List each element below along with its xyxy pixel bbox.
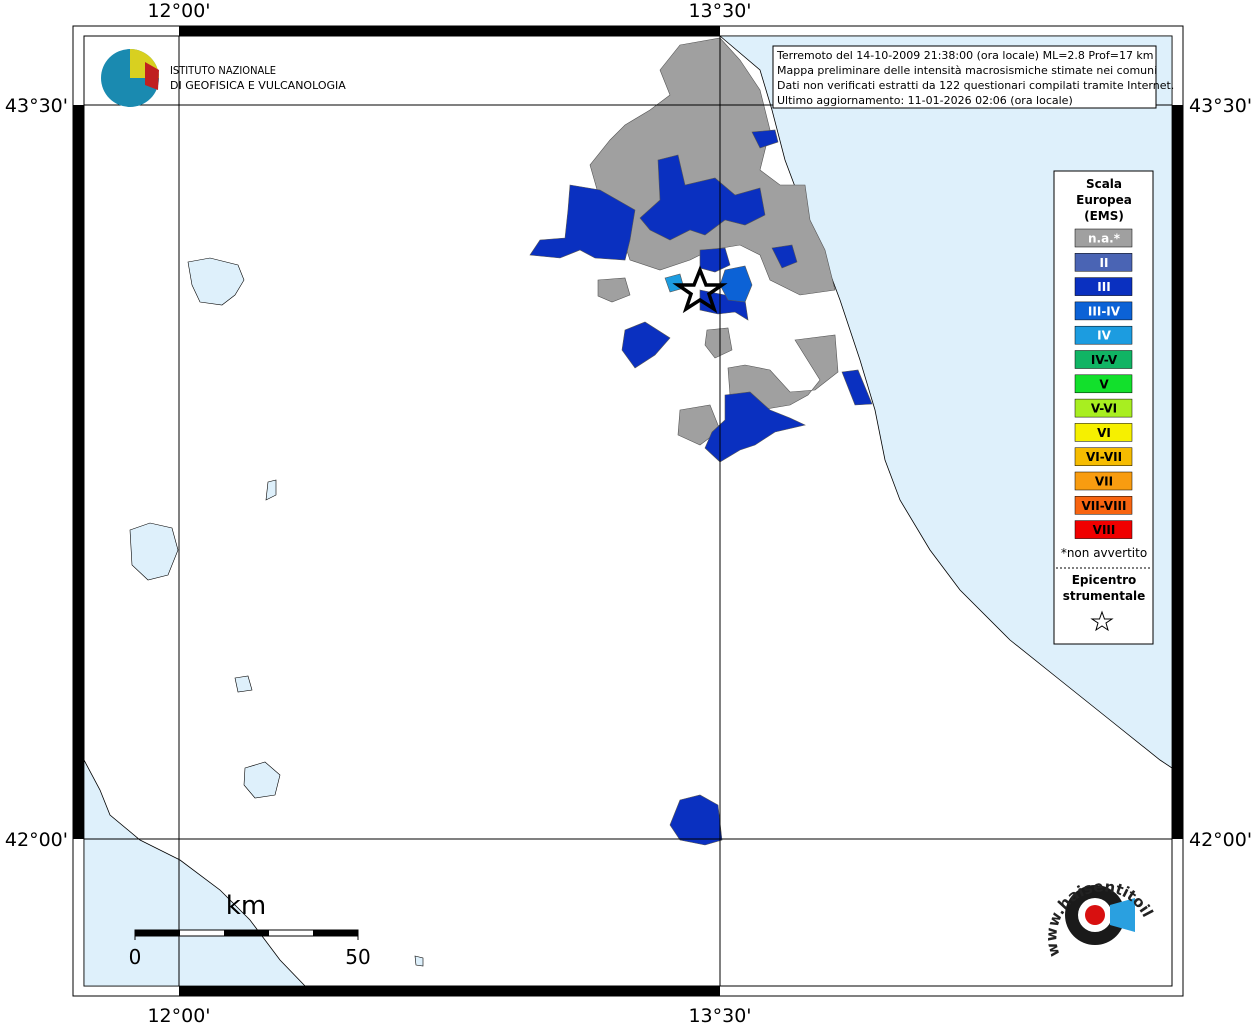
legend-swatch <box>1074 447 1133 466</box>
legend-swatch <box>1074 374 1133 394</box>
legend-label: II <box>1100 256 1109 270</box>
legend-label: IV-V <box>1091 353 1118 367</box>
legend-label: IV <box>1097 329 1111 343</box>
legend-star <box>1090 610 1114 632</box>
lon-label: 12°00' <box>147 0 210 22</box>
axis-labels: 12°00' 13°30' 12°00' 13°30' 43°30' 42°00… <box>5 0 1252 1024</box>
legend-label: VII <box>1095 475 1113 489</box>
legend-title: Scala <box>1086 177 1122 191</box>
lat-label: 43°30' <box>1189 95 1252 117</box>
legend-label: VIII <box>1093 523 1116 537</box>
legend-label: n.a.* <box>1088 232 1121 246</box>
epicenter <box>672 265 728 314</box>
lon-label: 12°00' <box>147 1005 210 1024</box>
legend-swatch <box>1074 471 1133 491</box>
logo-text: DI GEOFISICA E VULCANOLOGIA <box>170 79 346 92</box>
legend-swatch <box>1074 325 1133 345</box>
legend-label: III-IV <box>1088 304 1121 318</box>
info-line: Terremoto del 14-10-2009 21:38:00 (ora l… <box>776 49 1154 62</box>
info-line: Ultimo aggiornamento: 11-01-2026 02:06 (… <box>777 94 1073 107</box>
lakes <box>129 257 424 967</box>
info-box <box>772 45 1157 109</box>
legend: ScalaEuropea(EMS)n.a.*IIIIIIII-IVIVIV-VV… <box>1056 177 1151 632</box>
municipalities <box>529 37 873 846</box>
legend-swatch <box>1074 520 1133 539</box>
logo-text: ISTITUTO NAZIONALE <box>170 64 276 77</box>
legend-label: VI <box>1097 426 1111 440</box>
lon-label: 13°30' <box>688 1005 751 1024</box>
lat-label: 43°30' <box>5 95 68 117</box>
lon-label: 13°30' <box>688 0 751 22</box>
legend-label: III <box>1097 280 1110 294</box>
legend-label: V <box>1099 377 1109 391</box>
legend-swatch <box>1074 496 1133 515</box>
legend-label: VII-VIII <box>1081 499 1126 513</box>
ingv-logo: ISTITUTO NAZIONALE DI GEOFISICA E VULCAN… <box>101 49 346 107</box>
frame-bars <box>73 26 1183 996</box>
legend-note: *non avvertito <box>1061 546 1147 560</box>
info-line: Dati non verificati estratti da 122 ques… <box>777 79 1174 92</box>
legend-swatch <box>1074 350 1133 369</box>
legend-swatch <box>1074 301 1133 321</box>
legend-epicenter: strumentale <box>1063 589 1146 603</box>
legend-swatch <box>1074 398 1133 418</box>
info-text: Terremoto del 14-10-2009 21:38:00 (ora l… <box>776 49 1174 107</box>
lat-label: 42°00' <box>1189 829 1252 851</box>
scale-unit: km <box>226 891 266 921</box>
lat-label: 42°00' <box>5 829 68 851</box>
info-line: Mappa preliminare delle intensità macros… <box>777 64 1157 77</box>
legend-title: Europea <box>1076 193 1132 207</box>
legend-label: VI-VII <box>1086 450 1122 464</box>
legend-swatch <box>1074 277 1133 296</box>
legend-title: (EMS) <box>1084 209 1124 223</box>
legend-label: V-VI <box>1091 402 1117 416</box>
legend-swatch <box>1074 253 1133 272</box>
legend-swatch <box>1074 423 1133 442</box>
scale-label: 50 <box>345 945 370 969</box>
legend-epicenter: Epicentro <box>1072 573 1137 587</box>
scale-label: 0 <box>129 945 142 969</box>
legend-swatch <box>1074 228 1133 248</box>
scale-bar: km 0 50 <box>129 891 371 969</box>
